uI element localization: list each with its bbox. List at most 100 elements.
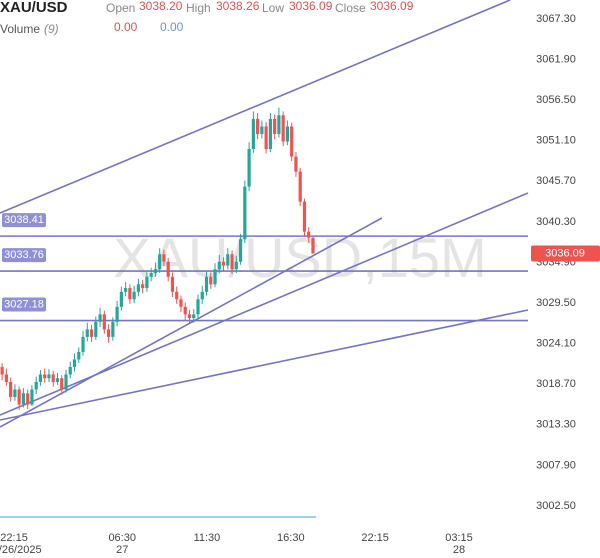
candle-body xyxy=(51,374,55,382)
candle-body xyxy=(17,389,21,405)
trend-line xyxy=(0,217,383,428)
candle-body xyxy=(64,374,68,390)
y-tick-label: 3051.10 xyxy=(536,135,576,147)
y-tick-label: 3018.70 xyxy=(536,378,576,390)
candle-body xyxy=(209,276,213,285)
volume-label: Volume xyxy=(0,22,40,36)
candle-body xyxy=(294,156,298,172)
price-line-label: 3027.18 xyxy=(4,298,44,310)
candle-body xyxy=(38,374,43,382)
candle-body xyxy=(221,261,226,266)
candle-body xyxy=(119,291,123,307)
candle-body xyxy=(192,314,196,319)
current-price-box xyxy=(531,245,600,262)
candle-body xyxy=(34,381,38,390)
candle-body xyxy=(298,171,302,202)
candle-body xyxy=(72,359,77,367)
candle-body xyxy=(158,254,162,270)
price-line-label-box xyxy=(2,248,46,263)
y-tick-label: 3061.90 xyxy=(536,53,576,65)
candle-body xyxy=(68,366,72,375)
candle-body xyxy=(94,321,98,337)
candle-body xyxy=(200,291,204,300)
candle-body xyxy=(132,291,136,300)
candle-body xyxy=(196,299,200,315)
candle-body xyxy=(268,118,272,150)
candle-body xyxy=(60,378,64,390)
candle-body xyxy=(55,378,60,382)
candle-body xyxy=(307,231,311,238)
x-tick-label: 06:30 xyxy=(108,532,136,544)
price-line-label-box xyxy=(2,297,46,312)
current-price-label: 3036.09 xyxy=(545,247,585,259)
x-date-label: 28 xyxy=(453,544,465,556)
candle-body xyxy=(115,306,119,322)
price-line-label-box xyxy=(2,213,46,228)
x-date-label: 03/26/2025 xyxy=(0,544,42,556)
candle-body xyxy=(175,291,179,300)
candle-body xyxy=(187,314,192,319)
candle-body xyxy=(234,261,238,270)
high-label: High xyxy=(186,1,211,15)
x-tick-label: 03:15 xyxy=(445,532,473,544)
candle-body xyxy=(238,239,243,262)
candle-body xyxy=(0,366,4,375)
y-tick-label: 3029.50 xyxy=(536,297,576,309)
candle-body xyxy=(102,314,106,330)
candle-body xyxy=(243,186,247,240)
candle-body xyxy=(179,299,183,307)
candle-body xyxy=(226,254,230,266)
candle-body xyxy=(204,276,209,292)
candle-body xyxy=(81,336,85,352)
candle-body xyxy=(183,306,187,315)
candle-body xyxy=(89,329,94,337)
candle-body xyxy=(141,284,145,289)
symbol: XAU/USD xyxy=(0,0,68,16)
candle-body xyxy=(85,329,89,337)
price-line-label: 3033.76 xyxy=(4,249,44,261)
candle-body xyxy=(128,288,132,300)
candle-body xyxy=(213,269,217,285)
candle-body xyxy=(264,126,268,150)
close-value: 3036.09 xyxy=(370,0,414,13)
volume-b: 0.00 xyxy=(160,20,184,34)
y-tick-label: 3024.10 xyxy=(536,338,576,350)
candle-body xyxy=(106,329,111,337)
high-value: 3038.26 xyxy=(216,0,260,13)
candle-body xyxy=(170,276,175,292)
y-tick-label: 3040.30 xyxy=(536,216,576,228)
candle-body xyxy=(247,149,251,187)
trend-line xyxy=(0,309,529,421)
candle-body xyxy=(256,118,260,134)
candle-body xyxy=(260,126,264,134)
x-tick-label: 22:15 xyxy=(0,532,28,544)
candle-body xyxy=(4,374,8,382)
candle-body xyxy=(230,254,234,270)
candle-body xyxy=(47,374,51,379)
candle-body xyxy=(111,321,115,337)
trend-line xyxy=(0,0,511,214)
open-value: 3038.20 xyxy=(139,0,183,13)
x-tick-label: 11:30 xyxy=(194,532,221,544)
candle-body xyxy=(251,118,255,150)
candle-body xyxy=(153,269,158,274)
low-label: Low xyxy=(262,1,284,15)
x-tick-label: 16:30 xyxy=(277,532,305,544)
y-tick-label: 3056.50 xyxy=(536,94,576,106)
x-date-label: 27 xyxy=(116,544,128,556)
candle-body xyxy=(136,284,140,292)
candle-body xyxy=(98,314,102,322)
candle-body xyxy=(13,389,17,398)
candle-body xyxy=(30,389,34,405)
candle-body xyxy=(77,351,81,360)
y-tick-label: 3045.70 xyxy=(536,175,576,187)
x-tick-label: 22:15 xyxy=(361,532,389,544)
candle-body xyxy=(21,393,26,405)
y-tick-label: 3007.90 xyxy=(536,459,576,471)
low-value: 3036.09 xyxy=(289,0,333,13)
candle-body xyxy=(145,276,149,289)
price-line-label: 3038.41 xyxy=(4,214,44,226)
volume-param: (9) xyxy=(44,22,59,36)
volume-a: 0.00 xyxy=(114,20,138,34)
